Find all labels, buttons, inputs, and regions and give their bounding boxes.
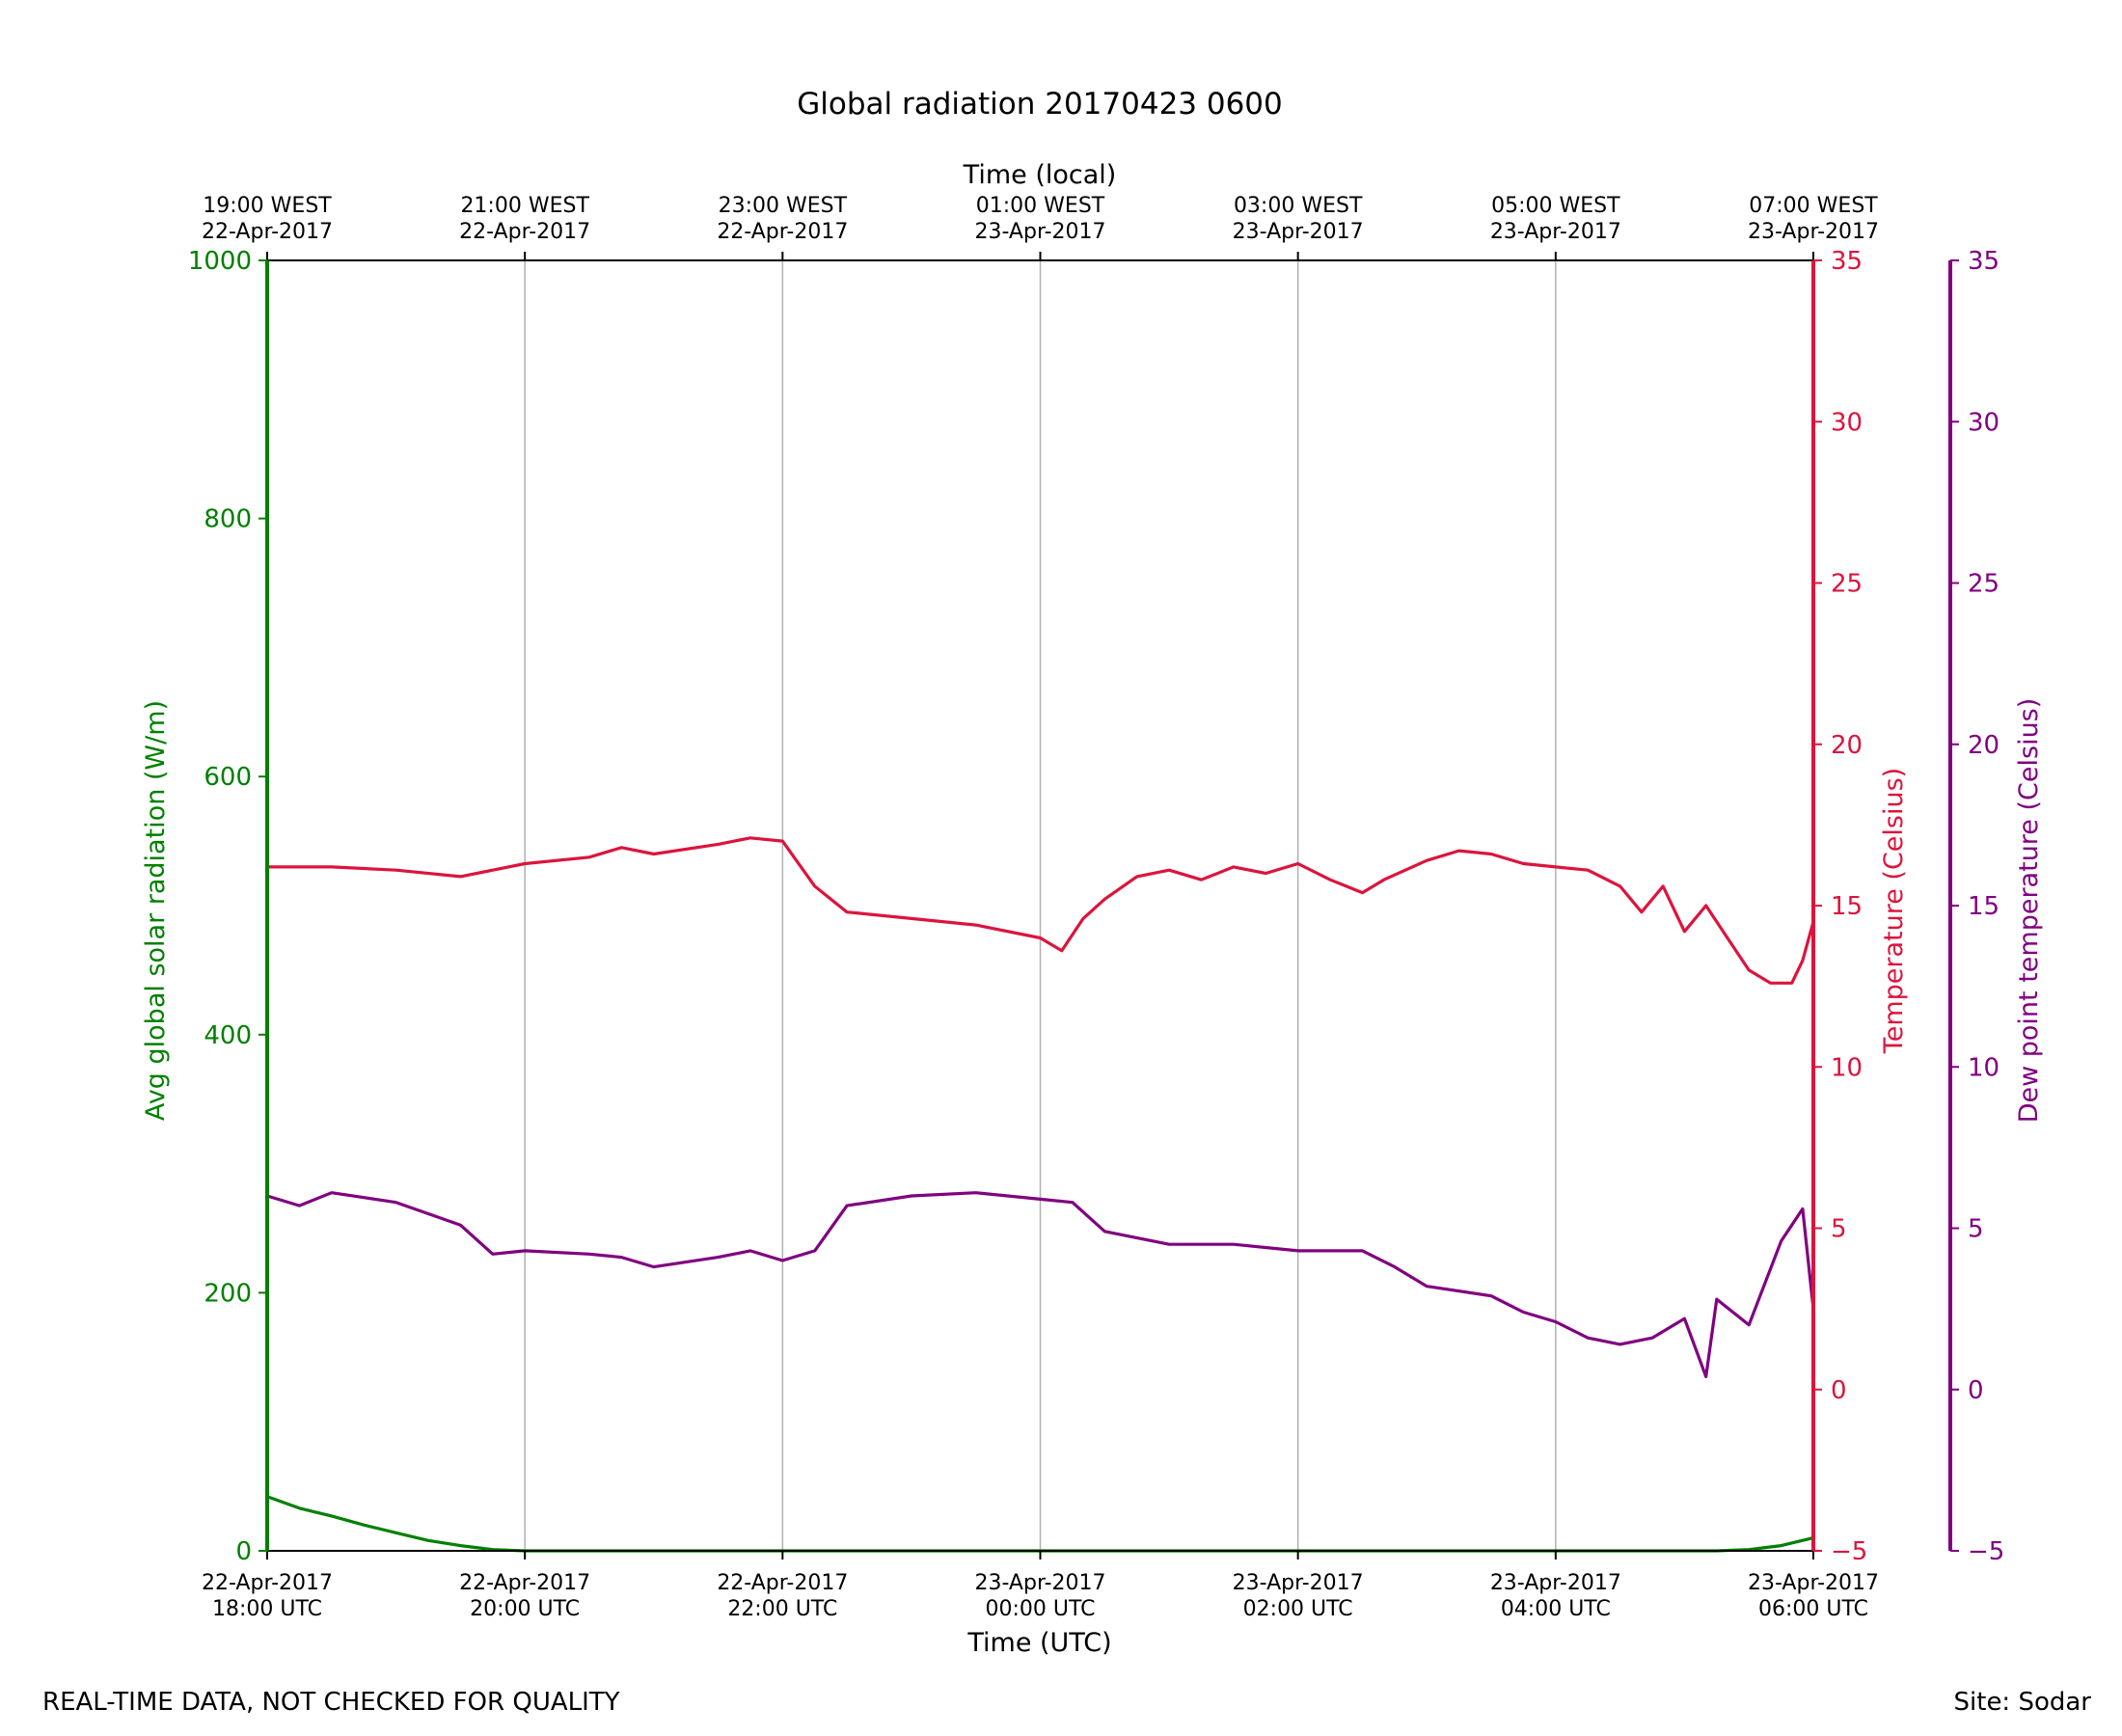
chart-title: Global radiation 20170423 0600 [797, 87, 1283, 122]
radiation-axis-label: Avg global solar radiation (W/m) [141, 700, 171, 1121]
top-tick-time: 23:00 WEST [719, 194, 848, 218]
bottom-tick-date: 23-Apr-2017 [1490, 1571, 1621, 1595]
grid-layer [524, 260, 1557, 1551]
top-tick-date: 23-Apr-2017 [1490, 220, 1621, 244]
dewpoint-tick-label: 35 [1968, 247, 2000, 276]
series-line-dewpoint [266, 1191, 1815, 1379]
top-tick-date: 23-Apr-2017 [1748, 220, 1879, 244]
dewpoint-tick-label: 5 [1968, 1215, 1984, 1244]
bottom-axis-label: Time (UTC) [966, 1628, 1111, 1658]
temperature-tick-label: 0 [1831, 1376, 1847, 1405]
radiation-tick-label: 400 [204, 1021, 252, 1050]
top-tick-date: 23-Apr-2017 [1233, 220, 1364, 244]
top-tick-time: 07:00 WEST [1749, 194, 1878, 218]
temperature-tick-label: 10 [1831, 1053, 1863, 1082]
dewpoint-tick-label: 20 [1968, 731, 2000, 760]
top-tick-time: 01:00 WEST [976, 194, 1105, 218]
dewpoint-tick-label: 25 [1968, 570, 2000, 599]
radiation-tick-label: 600 [204, 763, 252, 792]
site-label: Site: Sodar [1954, 1688, 2092, 1717]
radiation-tick-label: 200 [204, 1279, 252, 1308]
dewpoint-tick-label: 0 [1968, 1376, 1984, 1405]
temperature-tick-label: −5 [1831, 1537, 1867, 1566]
radiation-tick-label: 800 [204, 505, 252, 534]
dewpoint-tick-label: 15 [1968, 892, 2000, 921]
bottom-tick-date: 23-Apr-2017 [1233, 1571, 1364, 1595]
bottom-tick-date: 22-Apr-2017 [202, 1571, 333, 1595]
temperature-tick-label: 35 [1831, 247, 1863, 276]
bottom-tick-time: 22:00 UTC [727, 1597, 837, 1621]
dewpoint-tick-label: −5 [1968, 1537, 2004, 1566]
bottom-tick-time: 20:00 UTC [470, 1597, 580, 1621]
series-line-temperature [267, 836, 1815, 985]
temperature-tick-label: 25 [1831, 570, 1863, 599]
top-tick-date: 22-Apr-2017 [717, 220, 848, 244]
radiation-tick-label: 0 [235, 1537, 252, 1566]
dewpoint-tick-label: 10 [1968, 1053, 2000, 1082]
top-tick-date: 22-Apr-2017 [202, 220, 333, 244]
bottom-tick-time: 00:00 UTC [985, 1597, 1095, 1621]
top-tick-time: 19:00 WEST [203, 194, 332, 218]
bottom-tick-time: 06:00 UTC [1758, 1597, 1868, 1621]
dewpoint-axis-label: Dew point temperature (Celsius) [2014, 698, 2044, 1124]
temperature-axis-label: Temperature (Celsius) [1879, 768, 1909, 1054]
quality-disclaimer: REAL-TIME DATA, NOT CHECKED FOR QUALITY [42, 1688, 620, 1717]
top-tick-date: 23-Apr-2017 [974, 220, 1105, 244]
bottom-tick-time: 04:00 UTC [1501, 1597, 1611, 1621]
top-axis-label: Time (local) [963, 160, 1117, 190]
top-tick-date: 22-Apr-2017 [459, 220, 590, 244]
top-tick-time: 03:00 WEST [1234, 194, 1363, 218]
temperature-tick-label: 5 [1831, 1215, 1847, 1244]
radiation-tick-label: 1000 [188, 247, 252, 276]
bottom-tick-date: 22-Apr-2017 [459, 1571, 590, 1595]
bottom-tick-time: 18:00 UTC [212, 1597, 322, 1621]
temperature-tick-label: 15 [1831, 892, 1863, 921]
temperature-tick-label: 30 [1831, 408, 1863, 437]
bottom-tick-date: 23-Apr-2017 [974, 1571, 1105, 1595]
temperature-tick-label: 20 [1831, 731, 1863, 760]
dewpoint-tick-label: 30 [1968, 408, 2000, 437]
top-tick-time: 21:00 WEST [460, 194, 589, 218]
bottom-tick-time: 02:00 UTC [1243, 1597, 1353, 1621]
bottom-tick-date: 23-Apr-2017 [1748, 1571, 1879, 1595]
top-tick-time: 05:00 WEST [1491, 194, 1620, 218]
bottom-tick-date: 22-Apr-2017 [717, 1571, 848, 1595]
